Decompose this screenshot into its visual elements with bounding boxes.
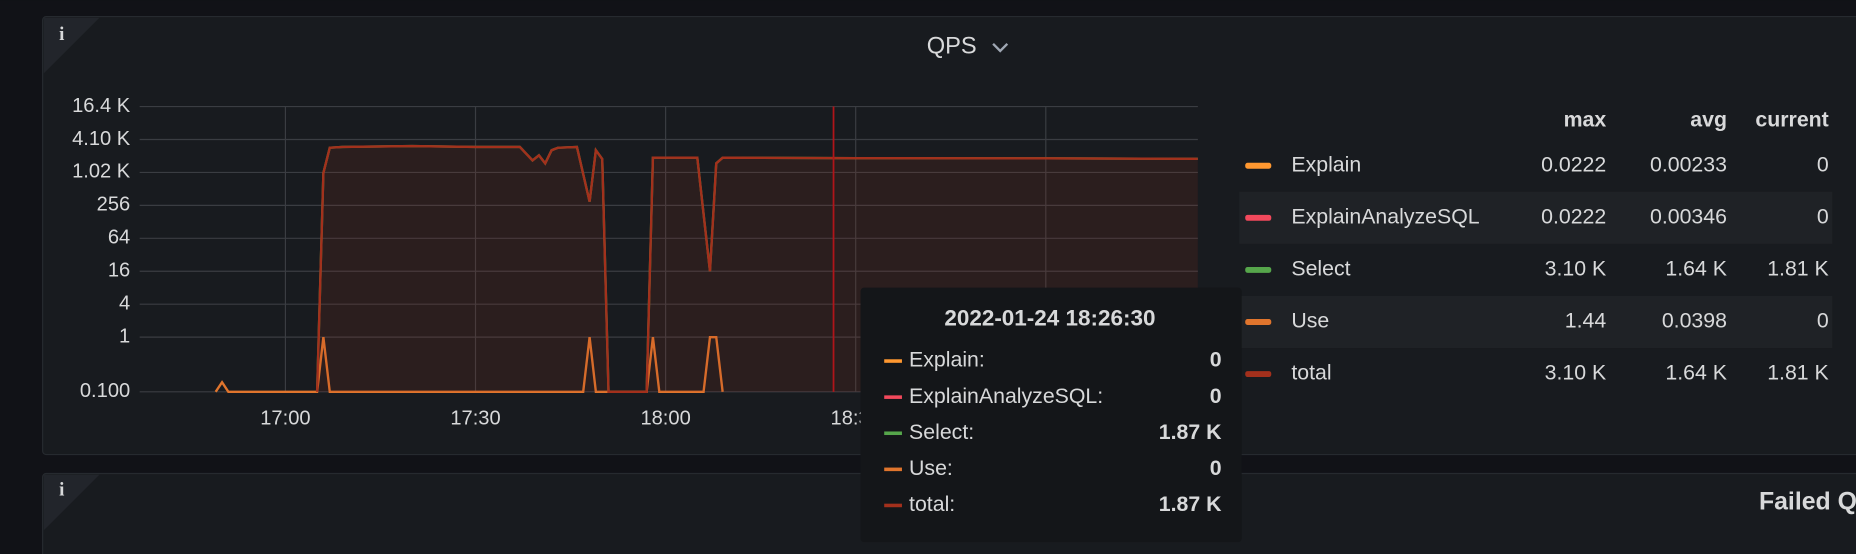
legend-name[interactable]: total: [1291, 361, 1331, 385]
info-corner: [43, 474, 100, 531]
legend-value: 0.00233: [1650, 152, 1727, 176]
series-line: [214, 335, 724, 393]
title-chevron[interactable]: [992, 42, 1009, 53]
legend-header: current: [1755, 107, 1828, 131]
legend-value: 0: [1817, 309, 1829, 333]
y-tick-label: 4: [119, 292, 130, 314]
series-line: [315, 144, 1198, 393]
legend-value: 1.64 K: [1665, 257, 1727, 281]
legend-value: 1.44: [1565, 309, 1607, 333]
legend-swatch: [1245, 266, 1272, 273]
tooltip-label: Explain:: [909, 348, 985, 372]
legend-value: 0.0222: [1541, 152, 1606, 176]
y-tick-label: 16: [108, 260, 130, 282]
tooltip-value: 1.87 K: [1159, 492, 1222, 516]
x-tick-label: 18:00: [640, 407, 690, 429]
legend-name[interactable]: ExplainAnalyzeSQL: [1291, 204, 1479, 228]
legend-swatch: [1245, 319, 1272, 325]
y-tick-label: 1: [119, 325, 130, 347]
tooltip-swatch: [884, 359, 902, 363]
panel-title[interactable]: Failed Q: [1759, 489, 1856, 516]
info-icon[interactable]: i: [59, 24, 64, 45]
legend-name[interactable]: Select: [1291, 257, 1350, 281]
tooltip-title: 2022-01-24 18:26:30: [944, 306, 1155, 331]
y-tick-label: 64: [108, 227, 130, 249]
y-tick-label: 256: [97, 194, 131, 216]
tooltip-box: [860, 287, 1242, 543]
legend-value: 1.81 K: [1767, 361, 1829, 385]
legend-header: max: [1564, 107, 1607, 131]
tooltip-value: 1.87 K: [1159, 420, 1222, 444]
legend-value: 0: [1817, 152, 1829, 176]
panel-title[interactable]: QPS: [927, 34, 977, 60]
tooltip: 2022-01-24 18:26:30 Explain: 0 ExplainAnaly…: [860, 287, 1242, 543]
y-tick-label: 1.02 K: [72, 161, 131, 183]
legend-swatch: [1245, 371, 1272, 378]
legend-row-bg: [1239, 191, 1833, 244]
legend-value: 0: [1817, 204, 1829, 228]
y-tick-label: 16.4 K: [72, 95, 131, 117]
tooltip-label: ExplainAnalyzeSQL:: [909, 384, 1103, 408]
tooltip-value: 0: [1210, 348, 1222, 372]
tooltip-swatch: [884, 503, 902, 508]
legend-value: 0.00346: [1650, 204, 1727, 228]
legend-name[interactable]: Use: [1291, 309, 1329, 333]
tooltip-label: Use:: [909, 456, 953, 480]
y-tick-label: 0.100: [80, 380, 130, 402]
legend-name[interactable]: Explain: [1291, 152, 1361, 176]
legend-value: 0.0222: [1541, 204, 1606, 228]
legend-value: 3.10 K: [1545, 361, 1607, 385]
y-tick-label: 4.10 K: [72, 128, 131, 150]
tooltip-swatch: [884, 467, 902, 472]
legend-swatch: [1245, 162, 1272, 169]
tooltip-value: 0: [1210, 384, 1222, 408]
legend-value: 1.64 K: [1665, 361, 1727, 385]
tooltip-value: 0: [1210, 456, 1222, 480]
x-tick-label: 17:00: [260, 407, 310, 429]
tooltip-swatch: [884, 395, 902, 399]
info-corner: [43, 17, 100, 74]
info-icon[interactable]: i: [59, 480, 64, 501]
legend-value: 0.0398: [1662, 309, 1727, 333]
legend-swatch: [1245, 214, 1272, 221]
legend-row-bg: [1239, 295, 1833, 349]
tooltip-swatch: [884, 431, 902, 436]
legend-value: 1.81 K: [1767, 257, 1829, 281]
legend-table: max avg current Explain 0.0222 0.00233 0 Explai…: [1239, 107, 1833, 385]
tooltip-label: total:: [909, 492, 955, 516]
legend-header: avg: [1690, 107, 1727, 131]
x-tick-label: 17:30: [450, 407, 500, 429]
legend-value: 3.10 K: [1545, 257, 1607, 281]
tooltip-label: Select:: [909, 420, 974, 444]
